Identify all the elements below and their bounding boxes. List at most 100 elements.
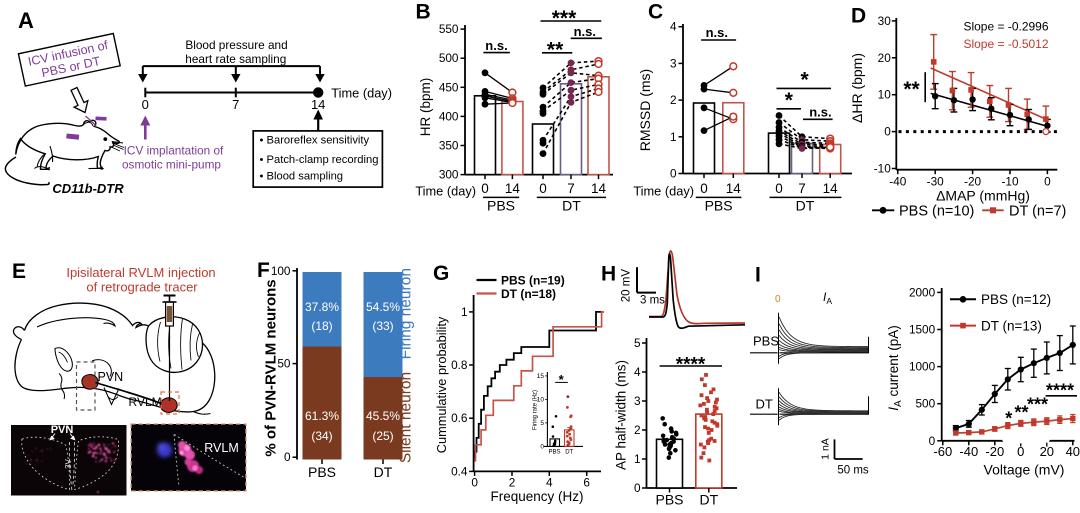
svg-text:3: 3 — [670, 56, 677, 70]
svg-text:(34): (34) — [311, 429, 332, 443]
svg-text:*: * — [785, 89, 794, 112]
svg-text:0.8: 0.8 — [451, 358, 468, 372]
svg-text:-20: -20 — [964, 175, 981, 189]
svg-text:1: 1 — [461, 305, 468, 319]
svg-text:20: 20 — [1040, 444, 1054, 459]
svg-text:2000: 2000 — [909, 285, 936, 299]
svg-text:14: 14 — [591, 181, 607, 196]
svg-text:F: F — [257, 259, 270, 282]
svg-text:***: *** — [1027, 395, 1048, 415]
svg-text:350: 350 — [439, 139, 459, 153]
svg-text:Ipisilateral RVLM injection: Ipisilateral RVLM injection — [66, 265, 215, 280]
svg-text:0: 0 — [142, 97, 149, 112]
svg-text:300: 300 — [439, 168, 459, 182]
svg-text:DT: DT — [796, 198, 815, 214]
svg-text:Voltage (mV): Voltage (mV) — [984, 462, 1065, 478]
svg-text:PVN: PVN — [51, 424, 74, 436]
svg-text:4: 4 — [546, 476, 553, 490]
svg-text:20 mV: 20 mV — [621, 269, 633, 303]
svg-text:-20: -20 — [985, 444, 1004, 459]
svg-text:C: C — [648, 1, 663, 24]
svg-text:14: 14 — [726, 181, 742, 196]
svg-text:14: 14 — [823, 181, 839, 196]
svg-text:D: D — [851, 5, 866, 28]
svg-text:7: 7 — [232, 97, 239, 112]
svg-text:-60: -60 — [933, 444, 952, 459]
svg-text:-30: -30 — [927, 175, 944, 189]
svg-text:Firing neuron: Firing neuron — [398, 268, 415, 359]
svg-text:PBS: PBS — [487, 198, 515, 214]
svg-text:ICV implantation of: ICV implantation of — [124, 144, 224, 158]
svg-text:HR (bpm): HR (bpm) — [418, 78, 433, 137]
svg-text:(33): (33) — [372, 319, 393, 333]
svg-text:B: B — [416, 1, 431, 24]
svg-text:DT: DT — [756, 397, 773, 412]
svg-text:7: 7 — [798, 181, 806, 196]
svg-text:Blood pressure and: Blood pressure and — [185, 38, 287, 52]
svg-text:0: 0 — [481, 181, 489, 196]
svg-text:A: A — [18, 8, 34, 33]
svg-text:DT: DT — [562, 198, 581, 214]
svg-text:Time (day): Time (day) — [331, 85, 392, 100]
svg-text:****: **** — [1046, 381, 1074, 401]
svg-text:14: 14 — [505, 181, 521, 196]
svg-text:0: 0 — [700, 181, 708, 196]
svg-text:*: * — [801, 69, 810, 92]
svg-text:3V: 3V — [64, 458, 73, 468]
svg-text:550: 550 — [439, 22, 459, 36]
svg-text:PBS (n=12): PBS (n=12) — [981, 292, 1051, 307]
svg-text:**: ** — [547, 38, 564, 61]
svg-text:15: 15 — [537, 373, 545, 380]
svg-text:PBS (n=10): PBS (n=10) — [899, 203, 974, 219]
svg-text:DT: DT — [374, 464, 393, 480]
svg-text:0.4: 0.4 — [451, 464, 468, 478]
svg-text:1000: 1000 — [909, 360, 936, 374]
svg-text:2: 2 — [509, 476, 516, 490]
svg-text:2: 2 — [670, 93, 677, 107]
svg-text:Time (day): Time (day) — [415, 183, 476, 198]
svg-text:1: 1 — [634, 452, 641, 466]
svg-text:PBS (n=19): PBS (n=19) — [501, 273, 565, 287]
svg-text:***: *** — [552, 7, 577, 30]
svg-text:(25): (25) — [372, 429, 393, 443]
svg-text:*: * — [559, 372, 565, 387]
svg-text:5: 5 — [540, 420, 544, 427]
svg-text:Cummulative probability: Cummulative probability — [434, 316, 449, 453]
svg-text:• Patch-clamp recording: • Patch-clamp recording — [260, 154, 379, 166]
svg-text:I: I — [755, 264, 761, 287]
svg-text:61.3%: 61.3% — [305, 409, 339, 423]
svg-text:0: 0 — [775, 294, 781, 305]
svg-text:Slope = -0.5012: Slope = -0.5012 — [963, 37, 1048, 51]
svg-text:400: 400 — [439, 109, 459, 123]
svg-text:7: 7 — [567, 181, 575, 196]
svg-text:n.s.: n.s. — [809, 105, 831, 120]
svg-text:heart rate sampling: heart rate sampling — [185, 52, 286, 66]
svg-text:3: 3 — [634, 394, 641, 408]
svg-text:0: 0 — [634, 481, 641, 495]
svg-text:PBS: PBS — [548, 450, 560, 456]
svg-text:DT (n=7): DT (n=7) — [1009, 203, 1066, 219]
svg-text:1500: 1500 — [909, 323, 936, 337]
svg-text:ΔHR (bpm): ΔHR (bpm) — [849, 53, 865, 123]
svg-text:PBS: PBS — [705, 198, 733, 214]
svg-text:IA current (pA): IA current (pA) — [886, 325, 904, 410]
svg-text:1 nA: 1 nA — [820, 438, 832, 460]
svg-text:0: 0 — [1044, 175, 1051, 189]
svg-text:500: 500 — [439, 51, 459, 65]
svg-text:4: 4 — [670, 20, 677, 34]
svg-text:RVLM: RVLM — [204, 441, 239, 455]
svg-text:PVN: PVN — [98, 370, 124, 384]
svg-text:(18): (18) — [311, 319, 332, 333]
svg-text:PBS: PBS — [753, 334, 779, 349]
svg-text:DT (n=13): DT (n=13) — [981, 318, 1042, 333]
svg-text:6: 6 — [583, 476, 590, 490]
svg-text:H: H — [601, 263, 616, 286]
svg-text:**: ** — [903, 78, 920, 101]
svg-text:37.8%: 37.8% — [305, 300, 339, 314]
svg-text:4: 4 — [634, 365, 641, 379]
svg-text:*: * — [1005, 409, 1012, 429]
svg-text:n.s.: n.s. — [485, 38, 507, 53]
svg-text:****: **** — [676, 355, 706, 376]
svg-text:50: 50 — [277, 357, 291, 371]
svg-text:14: 14 — [311, 97, 325, 112]
